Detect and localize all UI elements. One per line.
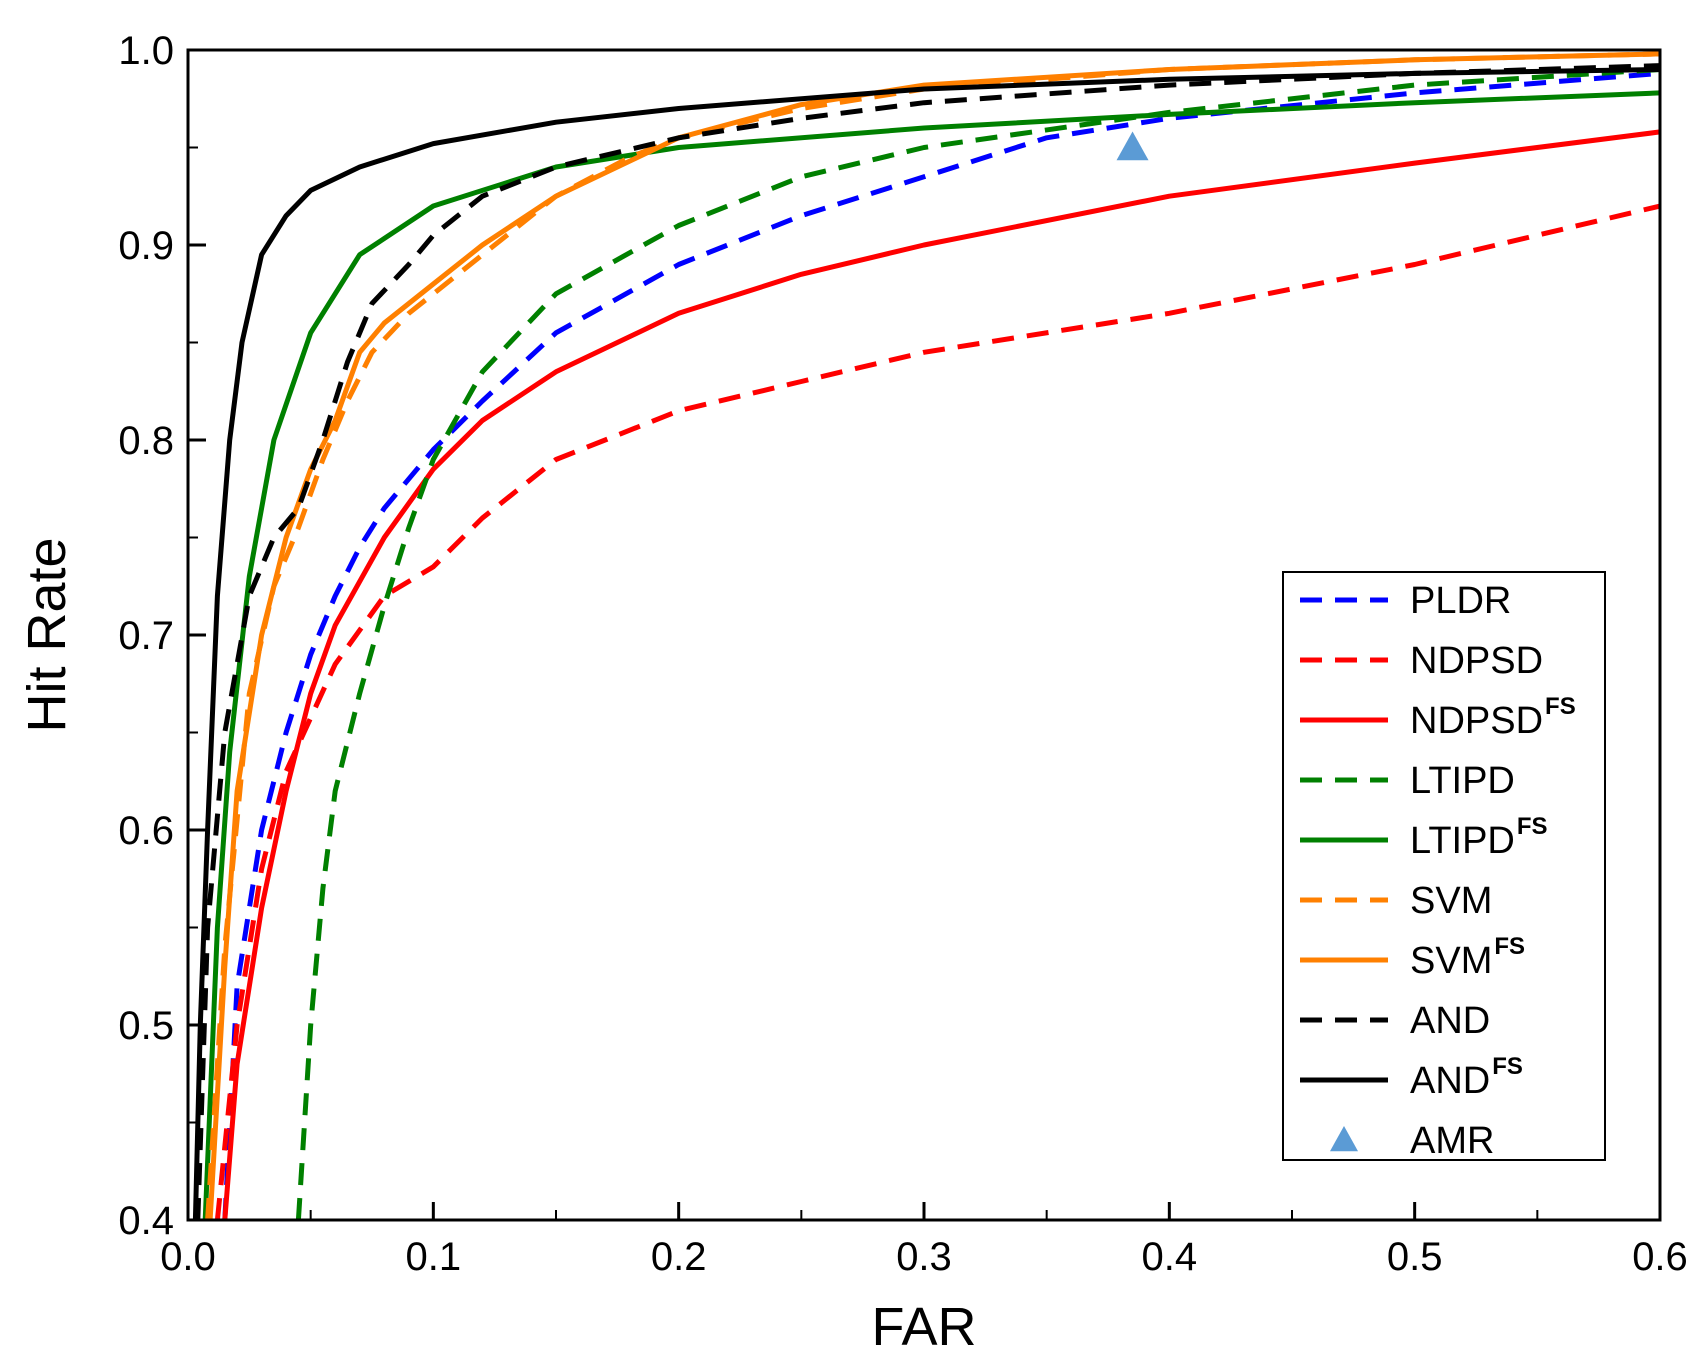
y-tick-label: 0.4 bbox=[118, 1199, 174, 1243]
legend-superscript: FS bbox=[1517, 813, 1548, 840]
x-axis-label: FAR bbox=[871, 1297, 976, 1357]
series-line-and-fs bbox=[192, 67, 1660, 1220]
legend-marker-swatch bbox=[1330, 1126, 1358, 1152]
y-axis: 0.4 0.5 0.6 0.7 0.8 0.9 1.0 bbox=[118, 29, 206, 1243]
x-tick-label: 0.1 bbox=[406, 1235, 462, 1279]
series-line-ndpsd-fs bbox=[222, 129, 1660, 1220]
x-tick-label: 0.4 bbox=[1142, 1235, 1198, 1279]
y-tick-label: 0.8 bbox=[118, 419, 174, 463]
legend-label: NDPSD bbox=[1410, 640, 1543, 682]
y-axis-label: Hit Rate bbox=[17, 537, 77, 732]
y-tick-label: 0.9 bbox=[118, 224, 174, 268]
legend-superscript: FS bbox=[1494, 933, 1525, 960]
legend-superscript: FS bbox=[1545, 693, 1576, 720]
y-tick-label: 1.0 bbox=[118, 29, 174, 73]
x-tick-label: 0.0 bbox=[160, 1235, 216, 1279]
legend-label: AMR bbox=[1410, 1120, 1494, 1162]
series-layer bbox=[192, 51, 1660, 1220]
x-tick-label: 0.3 bbox=[896, 1235, 952, 1279]
y-tick-label: 0.7 bbox=[118, 614, 174, 658]
x-tick-label: 0.5 bbox=[1387, 1235, 1443, 1279]
legend-label: AND bbox=[1410, 1000, 1490, 1042]
legend-label: LTIPD bbox=[1410, 820, 1515, 862]
x-tick-label: 0.6 bbox=[1632, 1235, 1688, 1279]
legend-label: AND bbox=[1410, 1060, 1490, 1102]
series-line-pldr bbox=[222, 70, 1660, 1220]
legend-label: LTIPD bbox=[1410, 760, 1515, 802]
legend-label: PLDR bbox=[1410, 580, 1511, 622]
series-line-ndpsd bbox=[214, 203, 1660, 1220]
plot-area bbox=[186, 48, 1662, 1222]
series-line-ltipd-fs bbox=[202, 90, 1660, 1220]
legend-superscript: FS bbox=[1492, 1053, 1523, 1080]
marker-layer bbox=[1116, 131, 1149, 161]
amr-marker bbox=[1116, 131, 1149, 161]
series-line-and bbox=[195, 63, 1660, 1220]
y-tick-label: 0.5 bbox=[118, 1004, 174, 1048]
x-axis: 0.0 0.1 0.2 0.3 0.4 0.5 0.6 bbox=[160, 1202, 1688, 1279]
legend-box bbox=[1282, 571, 1606, 1161]
y-tick-label: 0.6 bbox=[118, 809, 174, 853]
legend-label: NDPSD bbox=[1410, 700, 1543, 742]
legend-label: SVM bbox=[1410, 880, 1492, 922]
series-line-svm-fs bbox=[207, 51, 1660, 1220]
series-line-ltipd bbox=[295, 67, 1660, 1220]
x-tick-label: 0.2 bbox=[651, 1235, 707, 1279]
legend-label: SVM bbox=[1410, 940, 1492, 982]
